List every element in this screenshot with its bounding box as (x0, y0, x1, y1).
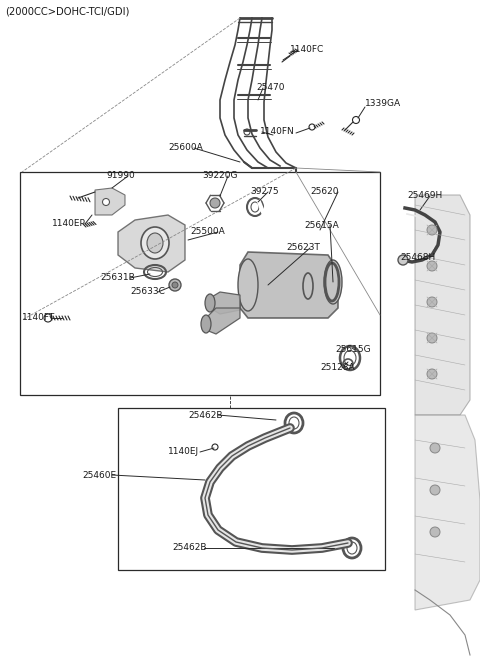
Circle shape (172, 282, 178, 288)
Circle shape (427, 261, 437, 271)
Ellipse shape (324, 260, 342, 304)
Polygon shape (118, 215, 185, 272)
Text: 1140EP: 1140EP (52, 220, 86, 228)
Bar (20, 172, 380, 395)
Circle shape (427, 369, 437, 379)
Text: 39275: 39275 (250, 188, 278, 197)
Text: 25462B: 25462B (172, 544, 206, 552)
Text: 25128A: 25128A (320, 363, 355, 373)
Text: 39220G: 39220G (202, 171, 238, 180)
Polygon shape (206, 308, 240, 334)
Circle shape (427, 225, 437, 235)
Text: 1339GA: 1339GA (365, 98, 401, 108)
Polygon shape (95, 188, 125, 215)
Text: 25615A: 25615A (304, 220, 339, 230)
Text: 25623T: 25623T (286, 243, 320, 253)
Text: (2000CC>DOHC-TCI/GDI): (2000CC>DOHC-TCI/GDI) (5, 7, 130, 17)
Text: 25631B: 25631B (100, 274, 135, 283)
Text: 1140EJ: 1140EJ (168, 447, 199, 457)
Ellipse shape (141, 227, 169, 259)
Text: 91990: 91990 (106, 171, 135, 180)
Text: 25500A: 25500A (190, 228, 225, 237)
Text: 1140FC: 1140FC (290, 45, 324, 54)
Circle shape (430, 443, 440, 453)
Polygon shape (415, 195, 470, 415)
Polygon shape (240, 252, 338, 318)
Ellipse shape (238, 259, 258, 311)
Circle shape (103, 199, 109, 205)
Ellipse shape (205, 294, 215, 312)
Circle shape (169, 279, 181, 291)
Circle shape (430, 485, 440, 495)
Ellipse shape (147, 233, 163, 253)
Text: 25469H: 25469H (407, 192, 442, 201)
Text: 25620: 25620 (310, 188, 338, 197)
Circle shape (427, 297, 437, 307)
Text: 25633C: 25633C (130, 287, 165, 297)
Circle shape (398, 255, 408, 265)
Bar (118, 408, 385, 570)
Text: 1140FN: 1140FN (260, 127, 295, 136)
Text: 25470: 25470 (256, 83, 285, 92)
Circle shape (427, 333, 437, 343)
Text: 25468H: 25468H (400, 253, 435, 262)
Polygon shape (415, 415, 480, 610)
Circle shape (210, 198, 220, 208)
Text: 25615G: 25615G (335, 346, 371, 354)
Text: 25460E: 25460E (82, 470, 116, 480)
Text: 1140FT: 1140FT (22, 314, 55, 323)
Circle shape (430, 527, 440, 537)
Text: 25462B: 25462B (188, 411, 223, 419)
Ellipse shape (201, 315, 211, 333)
Polygon shape (210, 292, 240, 314)
Text: 25600A: 25600A (168, 144, 203, 152)
